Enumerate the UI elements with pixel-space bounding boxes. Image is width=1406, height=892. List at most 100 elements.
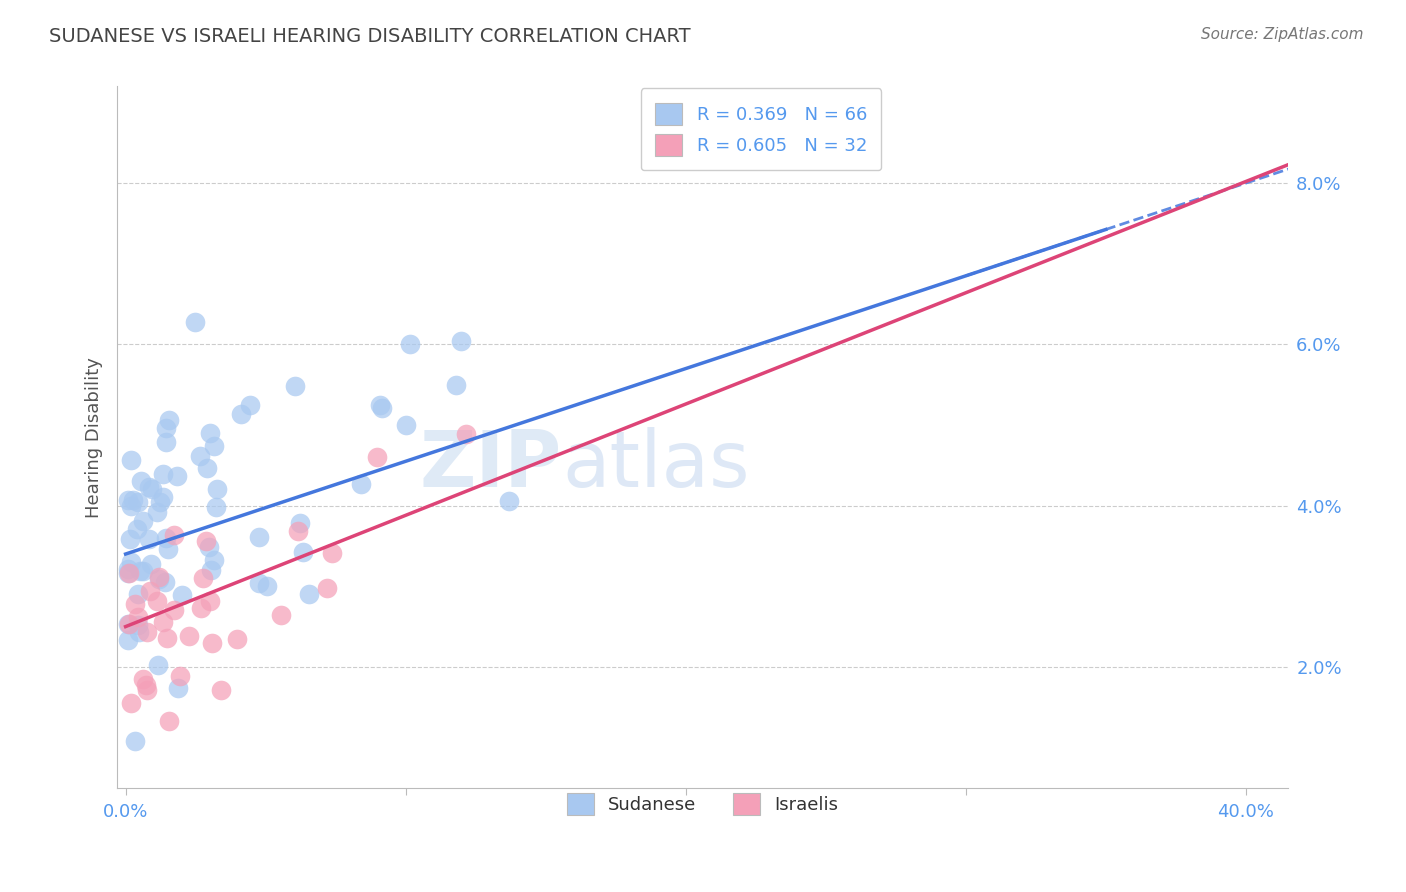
Point [198,425,221,440]
Point [155,531,177,545]
Point [226,632,249,646]
Point [148,658,170,673]
Point [159,413,181,427]
Text: Source: ZipAtlas.com: Source: ZipAtlas.com [1201,27,1364,42]
Point [169,669,191,683]
Point [454,427,477,442]
Point [155,434,177,449]
Point [366,450,388,464]
Point [191,571,214,585]
Point [256,579,278,593]
Point [127,587,149,601]
Point [135,683,157,698]
Point [148,570,170,584]
Point [132,514,155,528]
Point [139,584,162,599]
Point [125,522,148,536]
Point [120,452,142,467]
Point [195,461,218,475]
Point [122,493,145,508]
Point [152,615,174,629]
Point [124,733,146,747]
Point [118,533,141,547]
Point [129,564,152,578]
Point [177,629,200,643]
Point [152,490,174,504]
Point [162,603,184,617]
Point [207,482,229,496]
Point [148,572,170,586]
Point [288,516,311,530]
Point [292,545,315,559]
Point [127,495,149,509]
Point [166,681,188,696]
Point [198,540,221,554]
Point [118,617,141,632]
Point [118,566,141,580]
Point [117,633,139,648]
Point [200,563,222,577]
Point [170,588,193,602]
Point [202,439,225,453]
Point [450,334,472,348]
Point [156,541,179,556]
Point [120,696,142,710]
Point [201,636,224,650]
Text: atlas: atlas [562,427,749,503]
Point [350,476,373,491]
Point [131,672,153,686]
Point [127,618,149,632]
Point [120,555,142,569]
Point [395,418,418,433]
Point [124,597,146,611]
Point [247,575,270,590]
Point [194,534,217,549]
Point [120,499,142,513]
Point [136,625,159,640]
Point [287,524,309,538]
Point [298,587,321,601]
Point [444,378,467,392]
Point [316,581,339,595]
Point [117,566,139,581]
Point [239,398,262,412]
Point [200,594,222,608]
Point [229,408,252,422]
Point [138,480,160,494]
Point [117,562,139,576]
Point [184,315,207,329]
Point [368,398,391,412]
Point [149,495,172,509]
Point [146,505,169,519]
Legend: Sudanese, Israelis: Sudanese, Israelis [558,784,848,824]
Point [202,552,225,566]
Text: ZIP: ZIP [420,427,562,503]
Point [117,616,139,631]
Y-axis label: Hearing Disability: Hearing Disability [86,357,103,517]
Point [141,482,163,496]
Point [166,469,188,483]
Point [188,449,211,463]
Point [135,678,157,692]
Point [163,528,186,542]
Point [156,632,179,646]
Point [371,401,394,415]
Point [284,379,307,393]
Point [146,594,169,608]
Point [155,421,177,435]
Point [127,610,149,624]
Point [117,493,139,508]
Point [157,714,180,728]
Text: SUDANESE VS ISRAELI HEARING DISABILITY CORRELATION CHART: SUDANESE VS ISRAELI HEARING DISABILITY C… [49,27,690,45]
Point [138,533,160,547]
Point [399,337,422,351]
Point [190,600,212,615]
Point [498,494,520,508]
Point [270,607,292,622]
Point [205,500,228,515]
Point [153,575,176,590]
Point [321,546,343,560]
Point [247,530,270,544]
Point [132,564,155,578]
Point [129,474,152,488]
